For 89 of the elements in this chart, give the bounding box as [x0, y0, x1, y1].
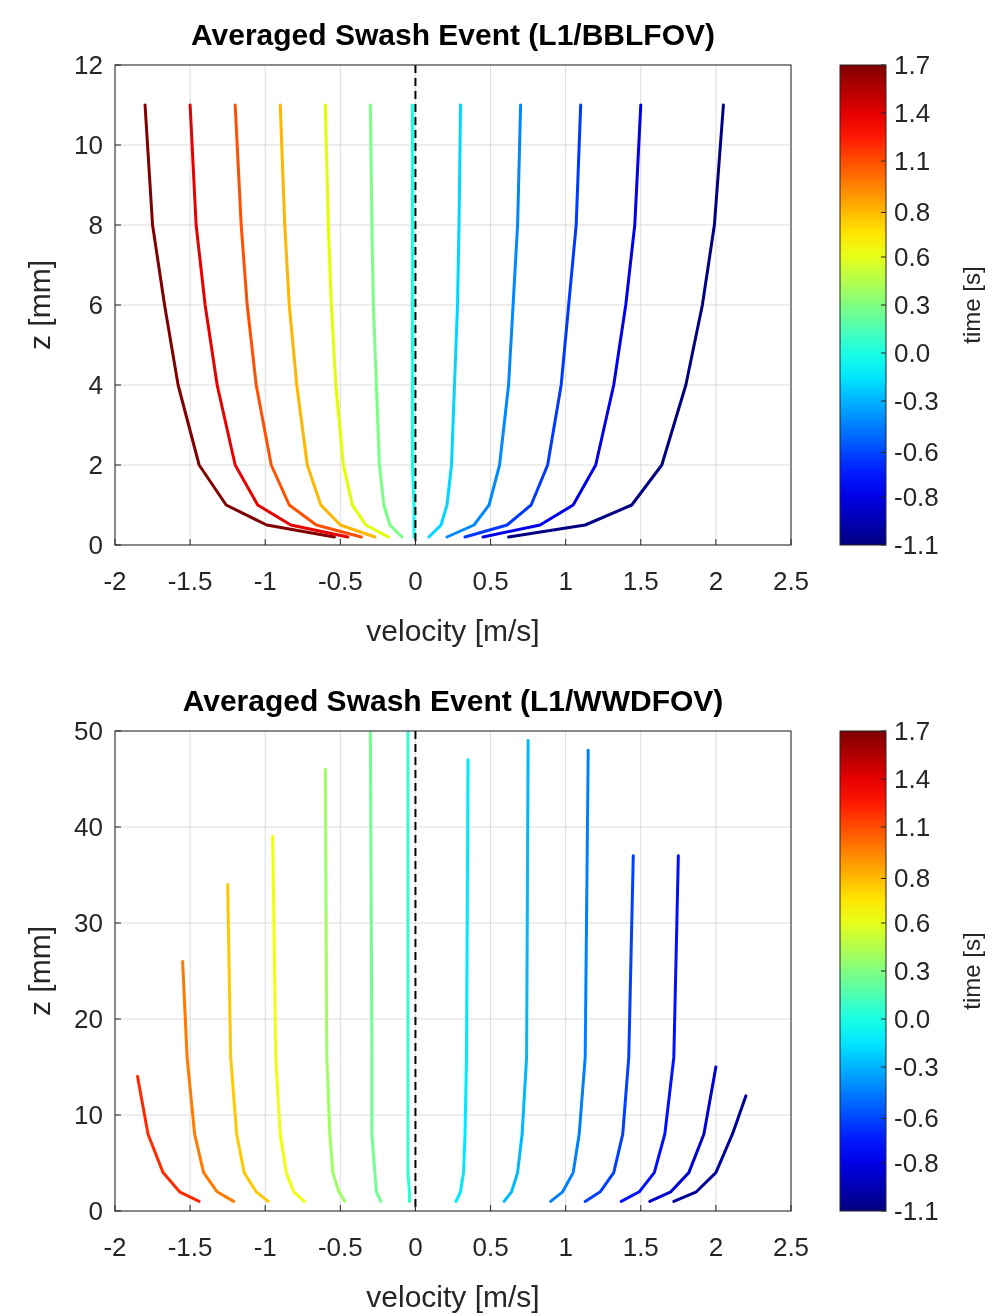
line-series [188, 103, 350, 539]
y-tick-label: 10 [74, 1100, 103, 1130]
color-bar-label: 1.1 [894, 812, 931, 842]
y-axis-title: z [mm] [23, 926, 56, 1016]
line-series [323, 103, 390, 539]
y-tick-label: 20 [74, 1004, 103, 1034]
line-series [427, 103, 463, 539]
line-series [143, 103, 336, 539]
x-tick-label: 2 [708, 1232, 724, 1262]
line-series [507, 103, 725, 539]
color-bar-label: 0.3 [894, 290, 931, 320]
line-series [454, 758, 470, 1203]
color-bar-label: -1.1 [894, 1196, 939, 1226]
y-tick-label: 30 [74, 908, 103, 938]
x-tick-label: 1.5 [622, 1232, 659, 1262]
line-series [463, 103, 583, 539]
x-tick-label: -2 [103, 1232, 127, 1262]
color-bar-label: -0.3 [894, 386, 939, 416]
x-tick-label: -1 [253, 1232, 277, 1262]
color-bar-title: time [s] [958, 266, 985, 344]
x-tick-label: -0.5 [317, 1232, 363, 1262]
x-tick-label: 1.5 [622, 566, 659, 596]
color-bar-label: 1.4 [894, 764, 931, 794]
color-bar-label: 0.8 [894, 197, 931, 228]
line-series [481, 103, 643, 539]
line-series [278, 103, 377, 539]
color-bar-label: 1.1 [894, 146, 931, 176]
x-tick-label: 0 [408, 1232, 423, 1262]
line-series [549, 748, 590, 1203]
line-series [323, 767, 347, 1203]
color-bar-label: 0.3 [894, 956, 931, 986]
color-bar-label: 1.4 [894, 98, 931, 128]
x-tick-label: 0.5 [472, 566, 509, 596]
color-bar-label: 0.6 [894, 242, 931, 272]
color-bar-label: -1.1 [894, 530, 939, 560]
x-tick-label: -2 [103, 566, 127, 596]
color-bar-label: -0.8 [894, 1148, 939, 1178]
line-series [226, 883, 270, 1203]
line-series [368, 731, 383, 1203]
y-axis-title: z [mm] [23, 260, 56, 350]
line-series [368, 103, 404, 539]
x-tick-label: 2.5 [772, 566, 810, 596]
color-bar-label: -0.8 [894, 482, 939, 512]
y-tick-label: 0 [88, 1196, 103, 1226]
y-tick-label: 50 [74, 716, 103, 746]
color-bar-label: 0.6 [894, 908, 931, 938]
y-tick-label: 4 [88, 370, 103, 400]
color-bar-label: 1.7 [894, 716, 931, 746]
y-tick-label: 12 [74, 50, 103, 80]
line-series [410, 103, 416, 539]
color-bar-label: 1.7 [894, 50, 931, 80]
line-series [271, 835, 306, 1203]
color-bar-label: 0.8 [894, 863, 931, 894]
x-tick-label: 2.5 [772, 1232, 810, 1262]
color-bar-title: time [s] [958, 932, 985, 1010]
line-series [406, 731, 411, 1203]
color-bar-label: 0.0 [894, 1004, 931, 1034]
chart-title: Averaged Swash Event (L1/WWDFOV) [182, 684, 724, 717]
y-tick-label: 8 [88, 210, 103, 240]
x-axis-title: velocity [m/s] [366, 1280, 540, 1313]
line-series [502, 739, 530, 1203]
line-series [648, 1065, 718, 1203]
x-tick-label: 2 [708, 566, 724, 596]
y-tick-label: 0 [88, 530, 103, 560]
color-bar-label: 0.0 [894, 338, 931, 368]
y-tick-label: 10 [74, 130, 103, 160]
x-tick-label: -1.5 [167, 1232, 213, 1262]
x-tick-label: -1.5 [167, 566, 213, 596]
line-series [233, 103, 363, 539]
x-tick-label: 1 [558, 1232, 573, 1262]
x-tick-label: -0.5 [317, 566, 363, 596]
line-series [619, 854, 680, 1203]
color-bar-label: -0.6 [894, 1103, 939, 1134]
color-bar-label: -0.6 [894, 437, 939, 468]
x-tick-label: 0 [408, 566, 423, 596]
x-tick-label: 1 [558, 566, 573, 596]
y-tick-label: 40 [74, 812, 103, 842]
line-series [136, 1075, 201, 1203]
line-series [583, 854, 635, 1203]
x-tick-label: 0.5 [472, 1232, 509, 1262]
color-bar-label: -0.3 [894, 1052, 939, 1082]
y-tick-label: 2 [88, 450, 103, 480]
chart-title: Averaged Swash Event (L1/BBLFOV) [190, 18, 716, 51]
line-series [672, 1094, 748, 1203]
line-series [445, 103, 523, 539]
y-tick-label: 6 [88, 290, 103, 320]
x-axis-title: velocity [m/s] [366, 614, 540, 647]
x-tick-label: -1 [253, 566, 277, 596]
line-series [181, 959, 236, 1203]
